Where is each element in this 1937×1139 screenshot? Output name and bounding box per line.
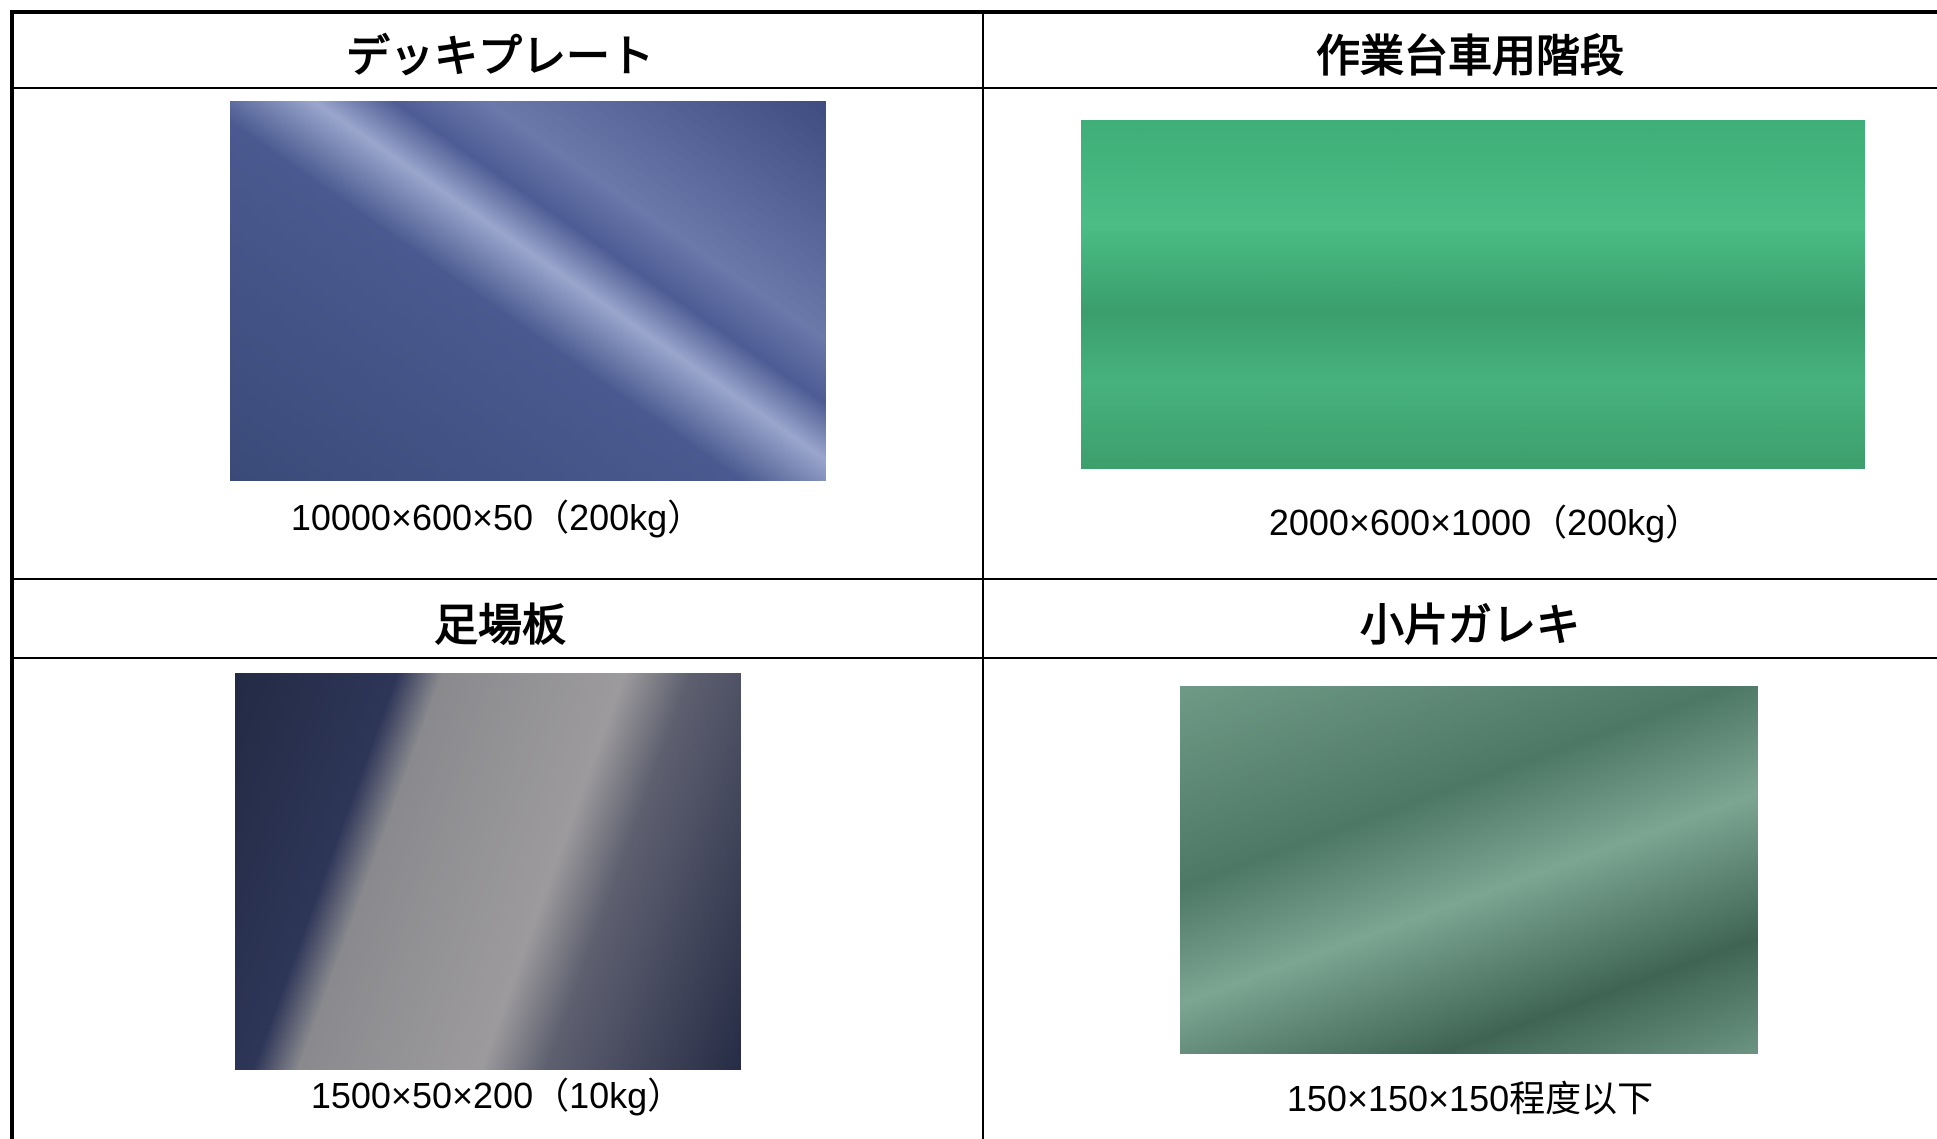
cell-title: 作業台車用階段 [1316, 31, 1624, 82]
column-divider [982, 10, 984, 1139]
cell-caption: 150×150×150程度以下 [1286, 1078, 1654, 1119]
row-divider [10, 657, 1937, 659]
cell-caption: 1500×50×200（10kg） [310, 1075, 684, 1116]
row-divider [10, 87, 1937, 89]
cell-title: 足場板 [434, 600, 566, 651]
photo [1081, 120, 1865, 469]
row-divider [10, 578, 1937, 580]
cell-caption: 10000×600×50（200kg） [290, 497, 704, 538]
cell-caption: 2000×600×1000（200kg） [1268, 502, 1702, 543]
cell-title: 小片ガレキ [1360, 600, 1580, 651]
cell-title: デッキプレート [346, 31, 654, 82]
photo [230, 101, 826, 481]
table-border [10, 10, 1937, 14]
table-border [10, 10, 14, 1139]
photo [1180, 686, 1758, 1054]
photo [235, 673, 741, 1070]
